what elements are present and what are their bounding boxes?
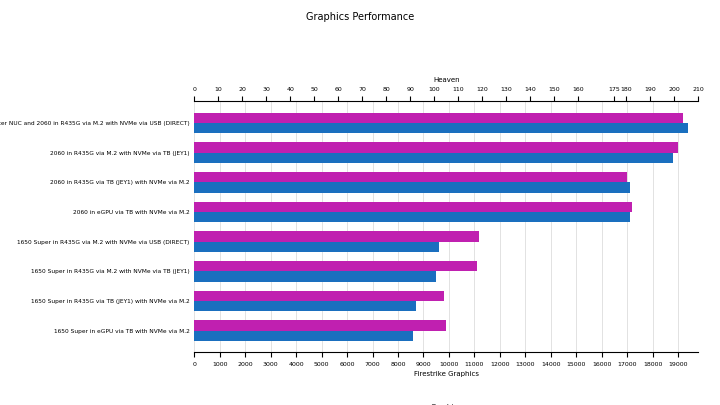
Legend: Firestrike, Heaven: Firestrike, Heaven: [388, 401, 505, 405]
X-axis label: Heaven: Heaven: [433, 77, 459, 83]
Bar: [194, 261, 477, 271]
Bar: [194, 153, 673, 163]
Bar: [194, 123, 688, 133]
X-axis label: Firestrike Graphics: Firestrike Graphics: [414, 371, 479, 377]
Bar: [194, 182, 630, 193]
Bar: [194, 320, 446, 330]
Bar: [194, 212, 630, 222]
Bar: [194, 142, 678, 153]
Bar: [194, 301, 416, 311]
Bar: [194, 231, 480, 242]
Bar: [194, 202, 632, 212]
Text: Graphics Performance: Graphics Performance: [306, 12, 414, 22]
Bar: [194, 271, 436, 281]
Bar: [194, 113, 683, 123]
Bar: [194, 172, 627, 182]
Bar: [194, 242, 438, 252]
Bar: [194, 330, 413, 341]
Bar: [194, 290, 444, 301]
